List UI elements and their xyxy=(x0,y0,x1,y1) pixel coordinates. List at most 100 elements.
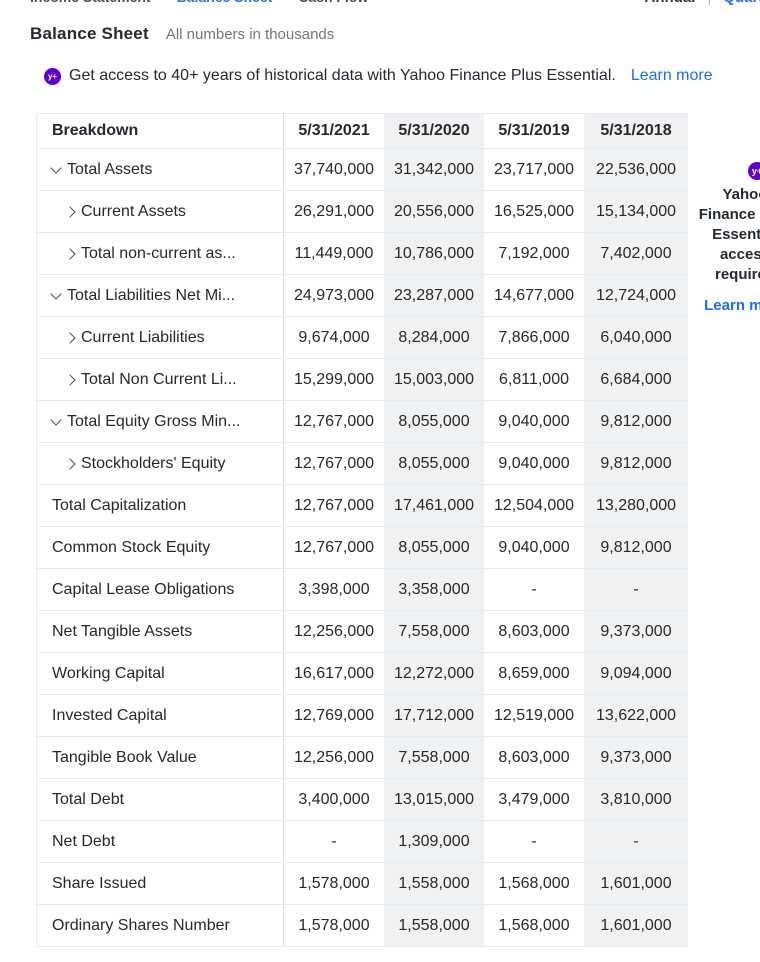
side-upsell-line: Finance Plus xyxy=(698,206,760,223)
value-cell: 15,134,000 xyxy=(584,191,688,232)
value-cell: 12,724,000 xyxy=(584,275,688,316)
quarterly-toggle[interactable]: Quarterly xyxy=(723,0,760,6)
row-label-cell: Net Tangible Assets xyxy=(37,611,284,652)
value-cell: 1,601,000 xyxy=(584,905,688,946)
row-label-cell[interactable]: Stockholders' Equity xyxy=(37,443,284,484)
chevron-right-icon[interactable] xyxy=(64,331,76,344)
table-row: Share Issued 1,578,000 1,558,000 1,568,000 1… xyxy=(37,863,688,905)
yahoo-finance-plus-icon: y+ xyxy=(748,162,760,180)
row-label-cell: Capital Lease Obligations xyxy=(37,569,284,610)
value-cell: 3,358,000 xyxy=(384,569,484,610)
value-cell: 11,449,000 xyxy=(294,244,374,262)
value-cell: 23,717,000 xyxy=(493,160,575,178)
row-label: Total non-current as... xyxy=(81,244,236,262)
value-cell: 7,192,000 xyxy=(498,244,570,262)
row-label: Current Liabilities xyxy=(81,328,205,346)
table-header-row: Breakdown 5/31/2021 5/31/2020 5/31/2019 5/31… xyxy=(37,114,688,149)
row-label-cell[interactable]: Total Equity Gross Min... xyxy=(37,401,284,442)
value-cell: 1,568,000 xyxy=(498,874,570,892)
row-label-cell[interactable]: Total non-current as... xyxy=(37,233,284,274)
chevron-down-icon[interactable] xyxy=(50,414,62,426)
row-label: Total Liabilities Net Mi... xyxy=(67,286,236,304)
learn-more-link[interactable]: Learn more xyxy=(630,67,713,84)
table-row: Invested Capital 12,769,000 17,712,000 12,5… xyxy=(37,695,688,737)
row-label-cell[interactable]: Total Non Current Li... xyxy=(37,359,284,400)
table-row: Total Liabilities Net Mi... 24,973,000 23,… xyxy=(37,275,688,317)
row-label-cell: Invested Capital xyxy=(37,695,284,736)
row-label-cell[interactable]: Current Assets xyxy=(37,191,284,232)
tab-income-statement[interactable]: Income Statement xyxy=(30,0,151,5)
value-cell: 7,558,000 xyxy=(384,611,484,652)
toggle-divider: | xyxy=(707,0,711,6)
value-cell: 12,767,000 xyxy=(293,496,375,514)
value-cell: 26,291,000 xyxy=(293,202,375,220)
table-row: Total Non Current Li... 15,299,000 15,003,… xyxy=(37,359,688,401)
value-cell: 12,769,000 xyxy=(293,706,375,724)
row-label: Total Assets xyxy=(67,160,153,178)
value-cell: 3,810,000 xyxy=(584,779,688,820)
promo-text: Get access to 40+ years of historical da… xyxy=(69,67,616,84)
table-row: Net Tangible Assets 12,256,000 7,558,000 8,… xyxy=(37,611,688,653)
row-label: Invested Capital xyxy=(52,706,167,724)
value-cell: 16,525,000 xyxy=(493,202,575,220)
financials-tabs: Income Statement Balance Sheet Cash Flow xyxy=(30,0,368,5)
chevron-down-icon[interactable] xyxy=(50,162,62,174)
table-row: Capital Lease Obligations 3,398,000 3,358,… xyxy=(37,569,688,611)
row-label: Total Equity Gross Min... xyxy=(67,412,241,430)
value-cell: - xyxy=(531,832,537,850)
table-row: Total Capitalization 12,767,000 17,461,000… xyxy=(37,485,688,527)
tab-cash-flow[interactable]: Cash Flow xyxy=(298,0,368,5)
value-cell: 3,400,000 xyxy=(298,790,370,808)
value-cell: - xyxy=(331,832,337,850)
value-cell: 31,342,000 xyxy=(384,149,484,190)
value-cell: 6,811,000 xyxy=(499,370,569,388)
value-cell: 9,094,000 xyxy=(584,653,688,694)
chevron-down-icon[interactable] xyxy=(50,288,62,300)
row-label-cell: Ordinary Shares Number xyxy=(37,905,284,946)
row-label: Share Issued xyxy=(52,874,147,892)
value-cell: 20,556,000 xyxy=(384,191,484,232)
row-label-cell[interactable]: Total Assets xyxy=(37,149,284,190)
value-cell: - xyxy=(531,580,537,598)
row-label-cell: Common Stock Equity xyxy=(37,527,284,568)
table-row: Working Capital 16,617,000 12,272,000 8,659… xyxy=(37,653,688,695)
row-label-cell[interactable]: Current Liabilities xyxy=(37,317,284,358)
value-cell: 8,284,000 xyxy=(384,317,484,358)
value-cell: 9,040,000 xyxy=(498,454,570,472)
value-cell: 12,504,000 xyxy=(493,496,575,514)
value-cell: 9,373,000 xyxy=(584,737,688,778)
value-cell: 12,767,000 xyxy=(293,454,375,472)
value-cell: 12,256,000 xyxy=(293,748,375,766)
row-label: Total Debt xyxy=(52,790,125,808)
value-cell: 8,055,000 xyxy=(384,401,484,442)
value-cell: 8,659,000 xyxy=(498,664,570,682)
chevron-right-icon[interactable] xyxy=(64,373,76,386)
chevron-right-icon[interactable] xyxy=(64,247,76,260)
value-cell: 1,601,000 xyxy=(584,863,688,904)
row-label-cell: Working Capital xyxy=(37,653,284,694)
row-label: Tangible Book Value xyxy=(52,748,197,766)
value-cell: 9,812,000 xyxy=(584,527,688,568)
value-cell: 1,578,000 xyxy=(298,874,370,892)
value-cell: 1,558,000 xyxy=(384,905,484,946)
yahoo-finance-plus-icon: y+ xyxy=(44,67,61,85)
table-row: Total Assets 37,740,000 31,342,000 23,717,0… xyxy=(37,149,688,191)
value-cell: 9,812,000 xyxy=(584,401,688,442)
table-row: Ordinary Shares Number 1,578,000 1,558,000… xyxy=(37,905,688,947)
table-row: Total Debt 3,400,000 13,015,000 3,479,000 3,… xyxy=(37,779,688,821)
side-learn-more-link[interactable]: Learn more xyxy=(704,297,760,314)
row-label-cell: Share Issued xyxy=(37,863,284,904)
value-cell: 22,536,000 xyxy=(584,149,688,190)
annual-toggle[interactable]: Annual xyxy=(645,0,696,6)
value-cell: 13,622,000 xyxy=(584,695,688,736)
value-cell: 16,617,000 xyxy=(293,664,375,682)
value-cell: 13,280,000 xyxy=(584,485,688,526)
tab-balance-sheet[interactable]: Balance Sheet xyxy=(177,0,273,5)
value-cell: 12,767,000 xyxy=(293,538,375,556)
side-upsell-panel: y+ Yahoo Finance Plus Essential access requi… xyxy=(683,160,760,314)
table-row: Common Stock Equity 12,767,000 8,055,000 9,… xyxy=(37,527,688,569)
chevron-right-icon[interactable] xyxy=(64,205,76,218)
row-label-cell[interactable]: Total Liabilities Net Mi... xyxy=(37,275,284,316)
chevron-right-icon[interactable] xyxy=(64,457,76,470)
row-label: Working Capital xyxy=(52,664,165,682)
